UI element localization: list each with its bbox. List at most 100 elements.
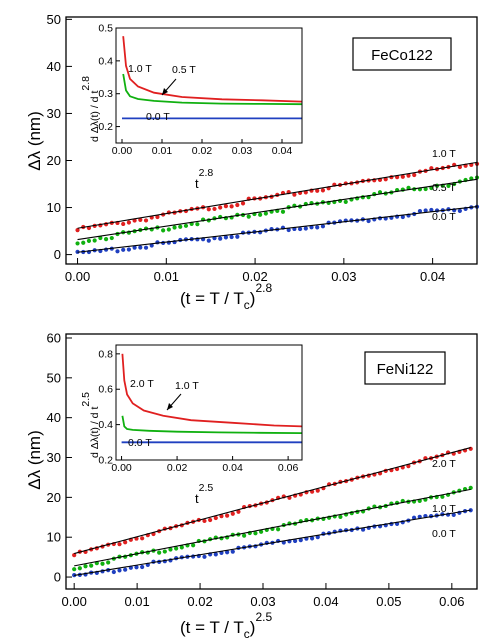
bottom-series-1-point <box>259 529 264 534</box>
bottom-plot-frame <box>65 333 478 590</box>
bottom-series-2-point <box>298 538 303 543</box>
bottom-inset-x-tick-label-0: 0.00 <box>111 462 132 474</box>
top-series-0-point <box>126 220 131 225</box>
bottom-inset-curve-0 <box>121 353 303 428</box>
top-inset-label-3: 0.0 T <box>146 111 170 123</box>
top-inset-curve-1 <box>122 73 303 106</box>
top-inset-background <box>116 28 302 143</box>
bottom-inset-curve-1 <box>121 415 303 434</box>
bottom-series-1-point <box>174 546 179 551</box>
top-series-0-point <box>143 218 149 223</box>
top-inset-x-tick-label-2: 0.02 <box>192 145 213 157</box>
bottom-series-1-point <box>162 549 167 554</box>
top-inset-x-tick-label-4: 0.04 <box>272 145 293 157</box>
bottom-y-tick-label-2: 20 <box>47 490 61 505</box>
bottom-curve-label-1: 2.0 T <box>432 458 456 470</box>
top-inset-label-2: 0.5 T <box>172 64 196 76</box>
top-series-1-point <box>92 238 97 243</box>
top-series-0-point <box>223 204 229 209</box>
bottom-series-0-point <box>230 511 235 516</box>
bottom-inset-background <box>116 345 302 460</box>
top-series-1-point <box>178 224 183 229</box>
top-series-2-point <box>303 226 308 231</box>
top-series-1-point <box>183 223 189 228</box>
top-series-1-point <box>81 240 86 245</box>
bottom-fit-line-1 <box>74 488 471 567</box>
bottom-series-0-point <box>219 514 224 519</box>
bottom-series-1-point <box>276 527 281 532</box>
bottom-series-1-point <box>179 545 184 550</box>
bottom-inset-arrow-head <box>167 403 173 410</box>
top-series-1-point <box>166 227 171 232</box>
top-inset-label-1: 1.0 T <box>128 63 152 75</box>
bottom-series-0-point <box>468 446 473 451</box>
top-series-1-point <box>161 228 166 233</box>
top-series-0-point <box>320 188 326 193</box>
top-x-tick-label-1: 0.01 <box>154 269 179 284</box>
bottom-x-tick-label-1: 0.01 <box>124 594 149 609</box>
top-inset-y-axis-label: d Δλ(t) / d t2.8 <box>80 76 101 142</box>
top-series-1-point <box>263 211 268 216</box>
bottom-series-2-point <box>225 550 230 555</box>
top-series-2-point <box>417 208 423 214</box>
top-series-2-point <box>223 235 229 240</box>
top-inset-x-tick-label-1: 0.01 <box>152 145 173 157</box>
bottom-series-2-point <box>293 538 298 544</box>
bottom-series-1-point <box>72 567 77 572</box>
top-x-tick-label-0: 0.00 <box>65 269 90 284</box>
bottom-series-1-point <box>338 514 343 519</box>
top-y-tick-label-5: 50 <box>47 12 61 27</box>
bottom-axis-ticks: 0.00 0.01 0.02 0.03 0.04 0.05 0.06 0 10 20 30 40 50 6… <box>47 330 465 609</box>
bottom-y-tick-label-5: 50 <box>47 370 61 385</box>
bottom-series-1-point <box>168 547 173 552</box>
top-series-2-point <box>218 236 223 241</box>
bottom-series-0-point <box>202 518 207 524</box>
top-inset-y-tick-label-1: 0.3 <box>98 88 113 100</box>
bottom-fit-line-2 <box>74 509 471 576</box>
bottom-inset-x-tick-label-3: 0.06 <box>278 462 299 474</box>
bottom-inset-y-tick-label-3: 0.8 <box>98 348 113 360</box>
top-series-2-point <box>149 243 154 248</box>
top-series-2-point <box>143 245 149 250</box>
top-series-1-point <box>172 225 177 230</box>
top-series-1-point <box>258 212 263 217</box>
top-series-2-point <box>286 227 291 233</box>
bottom-series-0-point <box>123 540 128 545</box>
bottom-series-1-point <box>253 531 258 536</box>
top-material-label: FeCo122 <box>371 47 433 64</box>
bottom-inset-label-1: 2.0 T <box>130 378 154 390</box>
bottom-material-label: FeNi122 <box>377 361 434 378</box>
bottom-inset-label-2: 1.0 T <box>175 380 199 392</box>
panel-feco122: 0.00 0.01 0.02 0.03 0.04 0 10 20 30 40 50 (t = T /… <box>25 12 480 312</box>
top-series-0-point <box>212 206 217 212</box>
top-series-0-point <box>155 214 160 220</box>
top-series-2-point <box>121 247 126 252</box>
top-inset-y-tick-label-2: 0.4 <box>98 55 113 67</box>
top-x-tick-label-3: 0.03 <box>331 269 356 284</box>
top-y-tick-label-0: 0 <box>54 247 61 262</box>
bottom-y-axis-label: Δλ (nm) <box>25 430 44 490</box>
bottom-fit-line-0 <box>74 447 471 555</box>
top-series-1-point <box>109 235 114 241</box>
bottom-material-badge <box>364 351 446 385</box>
top-series-2-point <box>206 238 211 243</box>
bottom-series-1-point <box>100 561 105 566</box>
top-series-2-point <box>366 218 371 224</box>
top-series-2-point <box>320 224 326 229</box>
bottom-series-0-point <box>315 488 320 493</box>
top-series-1-point <box>429 185 434 191</box>
top-series-2-point <box>115 249 120 254</box>
bottom-series-0-point <box>117 542 122 547</box>
top-series-2-point <box>126 247 131 252</box>
top-series-1-point <box>423 186 428 192</box>
bottom-series-0-point <box>236 509 241 514</box>
bottom-y-tick-label-1: 10 <box>47 530 61 545</box>
top-inset: 0.00 0.01 0.02 0.03 0.04 0.2 0.3 0.4 0.5 d Δλ(t)… <box>80 23 303 191</box>
bottom-inset-frame <box>115 344 303 461</box>
top-series-1-point <box>406 185 411 190</box>
bottom-inset-label-3: 0.0 T <box>128 437 152 449</box>
bottom-series-1-point <box>89 563 94 568</box>
bottom-y-tick-label-4: 40 <box>47 410 61 425</box>
bottom-inset-axis-ticks: 0.00 0.02 0.04 0.06 0.2 0.4 0.6 0.8 <box>98 348 298 474</box>
top-series-0-point <box>229 204 234 209</box>
